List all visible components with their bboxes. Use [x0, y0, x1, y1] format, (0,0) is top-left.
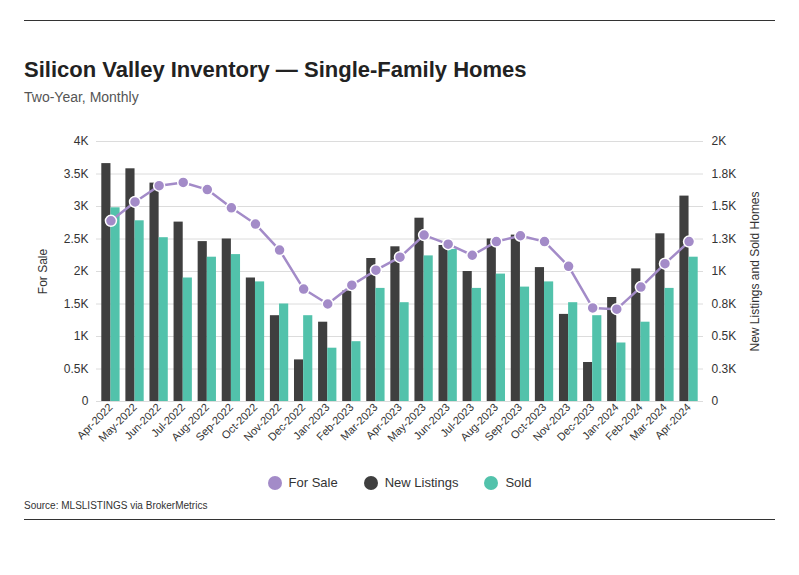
svg-text:1.5K: 1.5K [712, 199, 737, 213]
html-text:Source: MLSLISTINGS via Broker: Source: MLSLISTINGS via BrokerMetrics [24, 500, 208, 511]
svg-text:Nov-2023: Nov-2023 [530, 400, 573, 444]
svg-text:Feb-2024: Feb-2024 [603, 400, 645, 443]
svg-text:1.5K: 1.5K [64, 297, 89, 311]
svg-text:Dec-2023: Dec-2023 [554, 400, 597, 444]
svg-text:Feb-2023: Feb-2023 [313, 400, 356, 443]
html-text:Two-Year, Monthly: Two-Year, Monthly [24, 89, 139, 105]
svg-text:Jan-2023: Jan-2023 [290, 400, 332, 442]
svg-text:1.3K: 1.3K [712, 232, 737, 246]
svg-text:0.3K: 0.3K [712, 362, 737, 376]
svg-text:Sep-2022: Sep-2022 [193, 400, 236, 444]
html-text:For Sale: For Sale [288, 475, 338, 490]
svg-text:Apr-2023: Apr-2023 [363, 400, 404, 442]
svg-text:0.8K: 0.8K [712, 297, 737, 311]
svg-text:Dec-2022: Dec-2022 [265, 400, 308, 444]
svg-text:1K: 1K [712, 264, 727, 278]
svg-text:Mar-2023: Mar-2023 [338, 400, 380, 443]
svg-text:Jun-2023: Jun-2023 [411, 400, 453, 442]
svg-text:0: 0 [82, 394, 89, 408]
svg-text:Jul-2023: Jul-2023 [437, 400, 477, 440]
html-text:New Listings: New Listings [384, 475, 459, 490]
svg-text:3.5K: 3.5K [64, 167, 89, 181]
svg-text:May-2022: May-2022 [95, 400, 139, 444]
svg-text:1.8K: 1.8K [712, 167, 737, 181]
svg-text:2K: 2K [74, 264, 89, 278]
html-text:Sold: Sold [505, 475, 532, 490]
html-text:Silicon Valley Inventory — Sin: Silicon Valley Inventory — Single-Family… [24, 57, 527, 82]
svg-text:Nov-2022: Nov-2022 [241, 400, 284, 444]
svg-text:Jun-2022: Jun-2022 [122, 400, 163, 442]
svg-text:Mar-2024: Mar-2024 [627, 400, 669, 443]
svg-text:Aug-2023: Aug-2023 [458, 400, 501, 444]
svg-text:Sep-2023: Sep-2023 [482, 400, 525, 444]
svg-text:Apr-2022: Apr-2022 [74, 400, 115, 442]
svg-text:0: 0 [712, 394, 719, 408]
svg-text:4K: 4K [74, 134, 89, 148]
svg-text:For Sale: For Sale [36, 249, 50, 295]
svg-text:Apr-2024: Apr-2024 [652, 401, 692, 441]
svg-text:2K: 2K [712, 134, 727, 148]
svg-text:Jan-2024: Jan-2024 [579, 400, 621, 442]
svg-text:2.5K: 2.5K [64, 232, 89, 246]
svg-text:Oct-2022: Oct-2022 [218, 400, 260, 442]
svg-text:Aug-2022: Aug-2022 [169, 400, 212, 444]
svg-text:0.5K: 0.5K [712, 329, 737, 343]
svg-text:New Listings and Sold Homes: New Listings and Sold Homes [748, 191, 762, 351]
svg-text:1K: 1K [74, 329, 89, 343]
svg-text:Jul-2022: Jul-2022 [148, 400, 188, 440]
svg-text:Oct-2023: Oct-2023 [507, 400, 549, 442]
svg-text:3K: 3K [74, 199, 89, 213]
svg-text:May-2023: May-2023 [384, 400, 428, 444]
svg-text:0.5K: 0.5K [64, 362, 89, 376]
